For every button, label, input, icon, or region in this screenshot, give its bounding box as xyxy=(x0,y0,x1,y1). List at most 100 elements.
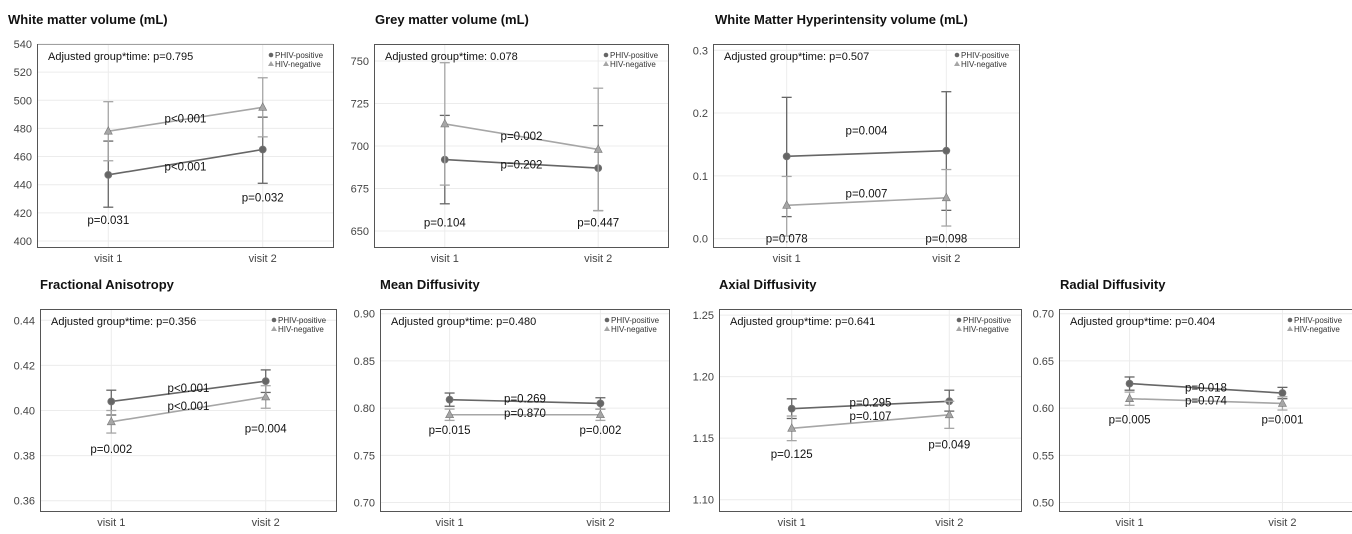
p-value-label: p=0.002 xyxy=(90,444,132,456)
p-value-label: p=0.007 xyxy=(846,188,888,200)
y-tick-label: 0.1 xyxy=(693,171,708,183)
y-tick-label: 0.55 xyxy=(1033,450,1054,462)
y-tick-label: 500 xyxy=(14,95,32,107)
p-value-label: p=0.002 xyxy=(579,425,621,437)
legend-label: PHIV-positive xyxy=(275,51,324,60)
legend-label: PHIV-positive xyxy=(611,316,660,325)
y-tick-label: 0.38 xyxy=(14,451,35,463)
chart-title: White matter volume (mL) xyxy=(8,12,168,27)
legend-label: HIV-negative xyxy=(1294,325,1340,334)
chart-title: Fractional Anisotropy xyxy=(40,277,174,292)
y-tick-label: 0.75 xyxy=(354,450,375,462)
y-tick-label: 1.10 xyxy=(693,495,714,507)
y-tick-label: 0.80 xyxy=(354,403,375,415)
legend-marker xyxy=(957,318,962,323)
legend-label: HIV-negative xyxy=(275,60,321,69)
y-tick-label: 675 xyxy=(351,184,369,196)
chart-title: Mean Diffusivity xyxy=(380,277,480,292)
p-value-label: p=0.078 xyxy=(766,234,808,246)
x-tick-label: visit 1 xyxy=(94,253,122,265)
legend-marker xyxy=(1288,318,1293,323)
y-tick-label: 0.44 xyxy=(14,315,35,327)
y-tick-label: 0.85 xyxy=(354,356,375,368)
data-point xyxy=(783,153,790,160)
legend-marker xyxy=(955,53,960,58)
x-tick-label: visit 1 xyxy=(1115,517,1143,529)
x-tick-label: visit 2 xyxy=(584,253,612,265)
annotation: Adjusted group*time: p=0.507 xyxy=(724,51,869,63)
p-value-label: p<0.001 xyxy=(165,114,207,126)
chart-title: White Matter Hyperintensity volume (mL) xyxy=(715,12,968,27)
p-value-label: p=0.098 xyxy=(925,234,967,246)
y-tick-label: 420 xyxy=(14,208,32,220)
y-tick-label: 460 xyxy=(14,152,32,164)
data-point xyxy=(108,398,115,405)
p-value-label: p=0.002 xyxy=(501,131,543,143)
annotation: Adjusted group*time: p=0.795 xyxy=(48,51,193,63)
chart-title: Axial Diffusivity xyxy=(719,277,817,292)
p-value-label: p=0.015 xyxy=(429,425,471,437)
data-point xyxy=(943,147,950,154)
x-tick-label: visit 2 xyxy=(1268,517,1296,529)
p-value-label: p=0.447 xyxy=(577,218,619,230)
plot-frame xyxy=(38,45,334,248)
p-value-label: p=0.018 xyxy=(1185,382,1227,394)
annotation: Adjusted group*time: 0.078 xyxy=(385,51,518,63)
p-value-label: p=0.202 xyxy=(501,160,543,172)
p-value-label: p=0.269 xyxy=(504,394,546,406)
annotation: Adjusted group*time: p=0.641 xyxy=(730,316,875,328)
plot-frame xyxy=(714,45,1020,248)
x-tick-label: visit 1 xyxy=(436,517,464,529)
legend-marker xyxy=(272,318,277,323)
legend-marker xyxy=(269,53,274,58)
y-tick-label: 1.25 xyxy=(693,310,714,322)
annotation: Adjusted group*time: p=0.480 xyxy=(391,316,536,328)
y-tick-label: 700 xyxy=(351,141,369,153)
legend-label: HIV-negative xyxy=(963,325,1009,334)
legend-label: HIV-negative xyxy=(611,325,657,334)
y-tick-label: 520 xyxy=(14,67,32,79)
x-tick-label: visit 1 xyxy=(97,517,125,529)
legend-marker xyxy=(604,53,609,58)
legend-label: PHIV-positive xyxy=(610,51,659,60)
y-tick-label: 0.2 xyxy=(693,108,708,120)
legend-label: HIV-negative xyxy=(610,60,656,69)
p-value-label: p=0.005 xyxy=(1109,414,1151,426)
y-tick-label: 0.60 xyxy=(1033,403,1054,415)
y-tick-label: 540 xyxy=(14,39,32,51)
x-tick-label: visit 2 xyxy=(932,253,960,265)
chart-title: Grey matter volume (mL) xyxy=(375,12,529,27)
p-value-label: p<0.001 xyxy=(168,401,210,413)
y-tick-label: 0.42 xyxy=(14,360,35,372)
x-tick-label: visit 1 xyxy=(778,517,806,529)
p-value-label: p=0.049 xyxy=(928,439,970,451)
x-tick-label: visit 2 xyxy=(586,517,614,529)
y-tick-label: 480 xyxy=(14,123,32,135)
data-point xyxy=(446,396,453,403)
legend-label: HIV-negative xyxy=(961,60,1007,69)
y-tick-label: 440 xyxy=(14,180,32,192)
p-value-label: p=0.032 xyxy=(242,192,284,204)
y-tick-label: 400 xyxy=(14,236,32,248)
data-point xyxy=(1279,390,1286,397)
p-value-label: p=0.004 xyxy=(846,126,888,138)
p-value-label: p=0.031 xyxy=(87,215,129,227)
data-point xyxy=(597,400,604,407)
y-tick-label: 0.36 xyxy=(14,496,35,508)
p-value-label: p=0.001 xyxy=(1261,414,1303,426)
legend-label: PHIV-positive xyxy=(961,51,1010,60)
x-tick-label: visit 1 xyxy=(773,253,801,265)
data-point xyxy=(105,171,112,178)
y-tick-label: 0.90 xyxy=(354,309,375,321)
p-value-label: p=0.107 xyxy=(850,411,892,423)
y-tick-label: 0.0 xyxy=(693,234,708,246)
chart-title: Radial Diffusivity xyxy=(1060,277,1165,292)
p-value-label: p=0.104 xyxy=(424,218,466,230)
legend-marker xyxy=(605,318,610,323)
